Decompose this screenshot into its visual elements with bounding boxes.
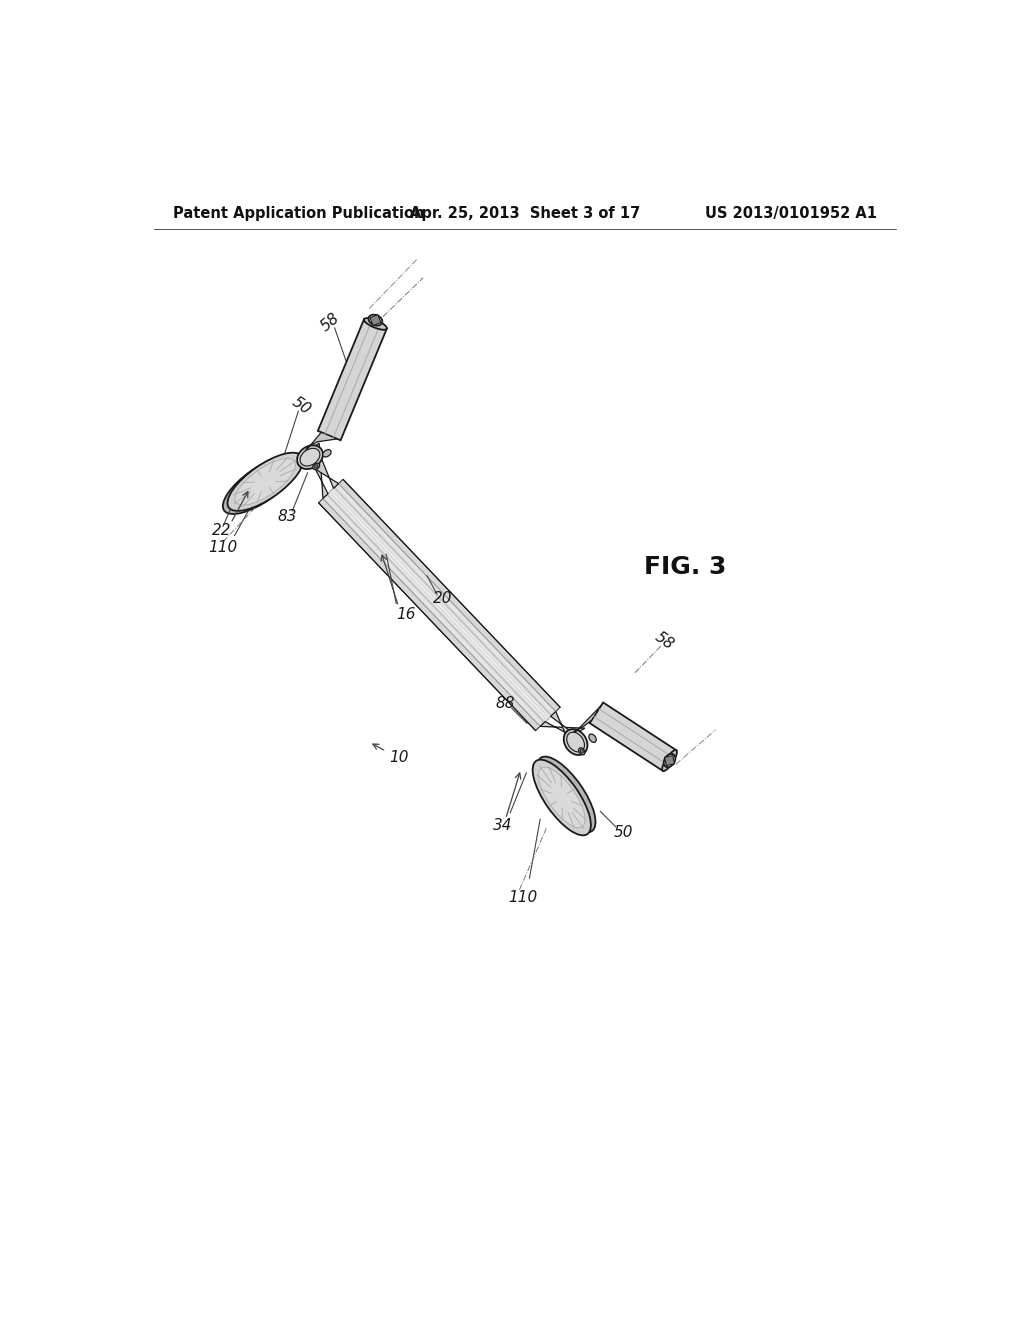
- Ellipse shape: [300, 449, 319, 466]
- Text: FIG. 3: FIG. 3: [644, 554, 726, 578]
- Text: 22: 22: [212, 523, 231, 537]
- Text: 34: 34: [493, 817, 512, 833]
- Text: 10: 10: [389, 750, 409, 766]
- Text: 50: 50: [289, 395, 313, 418]
- Text: 83: 83: [278, 510, 297, 524]
- Ellipse shape: [532, 759, 591, 836]
- Polygon shape: [327, 487, 552, 722]
- Text: 110: 110: [509, 890, 538, 906]
- Ellipse shape: [364, 318, 387, 330]
- Polygon shape: [306, 444, 328, 499]
- Text: 88: 88: [496, 696, 515, 711]
- Ellipse shape: [579, 748, 585, 755]
- Polygon shape: [323, 483, 556, 726]
- Ellipse shape: [664, 754, 676, 767]
- Polygon shape: [370, 314, 381, 326]
- Ellipse shape: [663, 750, 677, 771]
- Ellipse shape: [581, 750, 584, 752]
- Polygon shape: [569, 706, 601, 738]
- Polygon shape: [665, 755, 675, 766]
- Text: Patent Application Publication: Patent Application Publication: [173, 206, 424, 222]
- Ellipse shape: [369, 314, 382, 326]
- Ellipse shape: [236, 458, 296, 506]
- Ellipse shape: [312, 463, 319, 470]
- Ellipse shape: [314, 465, 317, 469]
- Text: 58: 58: [318, 310, 343, 334]
- Ellipse shape: [323, 450, 331, 457]
- Ellipse shape: [567, 733, 585, 752]
- Text: US 2013/0101952 A1: US 2013/0101952 A1: [706, 206, 878, 222]
- Text: 50: 50: [613, 825, 633, 841]
- Polygon shape: [306, 459, 339, 488]
- Ellipse shape: [564, 729, 588, 755]
- Ellipse shape: [297, 445, 323, 469]
- Text: 58: 58: [652, 630, 677, 653]
- Ellipse shape: [589, 734, 596, 742]
- Polygon shape: [551, 711, 587, 748]
- Ellipse shape: [538, 756, 596, 833]
- Text: 16: 16: [396, 607, 416, 622]
- Ellipse shape: [223, 455, 299, 513]
- Polygon shape: [317, 319, 387, 441]
- Ellipse shape: [227, 453, 303, 511]
- Polygon shape: [304, 433, 337, 453]
- Text: 110: 110: [208, 540, 238, 554]
- Polygon shape: [590, 702, 676, 771]
- Polygon shape: [540, 722, 585, 737]
- Polygon shape: [318, 479, 560, 731]
- Text: 20: 20: [433, 591, 453, 606]
- Ellipse shape: [539, 767, 585, 828]
- Text: Apr. 25, 2013  Sheet 3 of 17: Apr. 25, 2013 Sheet 3 of 17: [410, 206, 640, 222]
